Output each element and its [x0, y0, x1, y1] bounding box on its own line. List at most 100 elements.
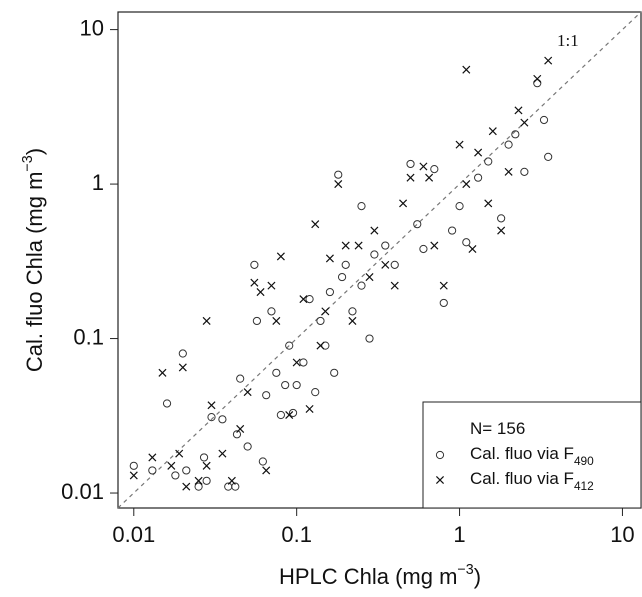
x-tick-label: 0.1 — [281, 522, 312, 547]
point — [311, 220, 320, 229]
point — [484, 199, 493, 208]
point — [357, 202, 366, 211]
point — [305, 404, 314, 414]
point — [348, 307, 357, 316]
annotation: 1:1 — [557, 31, 579, 50]
point — [175, 449, 184, 458]
point — [425, 173, 434, 182]
point — [357, 281, 366, 290]
point — [497, 226, 506, 235]
point — [365, 334, 374, 343]
point — [511, 130, 520, 139]
point — [227, 476, 236, 485]
point — [365, 273, 374, 282]
point — [439, 298, 448, 308]
point — [520, 167, 529, 176]
point — [162, 399, 172, 408]
point — [484, 157, 493, 166]
point — [231, 482, 240, 491]
point — [158, 368, 167, 377]
legend-label: Cal. fluo via F490 — [470, 444, 594, 468]
point — [311, 388, 320, 397]
point — [218, 449, 227, 458]
y-axis-title: Cal. fluo Chla (mg m−3) — [20, 148, 47, 372]
point — [325, 287, 335, 297]
point — [194, 476, 203, 485]
point — [316, 316, 325, 326]
point — [262, 466, 271, 475]
point — [390, 281, 399, 290]
point — [341, 241, 350, 250]
point — [474, 173, 483, 182]
point — [292, 380, 301, 390]
point — [321, 341, 330, 350]
point — [370, 250, 379, 259]
point — [474, 148, 483, 157]
point — [202, 461, 211, 470]
legend-box — [422, 401, 642, 509]
x-tick-label: 10 — [610, 522, 634, 547]
point — [236, 374, 245, 383]
y-tick-label: 10 — [80, 15, 104, 40]
point — [250, 260, 259, 269]
point — [267, 281, 276, 290]
point — [316, 341, 325, 350]
point — [337, 272, 347, 282]
y-tick-label: 1 — [92, 170, 104, 195]
series — [129, 56, 553, 491]
point — [430, 165, 439, 174]
point — [256, 288, 265, 297]
point — [129, 461, 138, 470]
point — [182, 466, 191, 475]
point — [497, 214, 506, 223]
point — [381, 260, 390, 269]
point — [406, 173, 415, 182]
point — [390, 260, 399, 269]
point — [305, 295, 314, 304]
point — [292, 358, 301, 367]
point — [232, 430, 242, 439]
point — [462, 238, 471, 247]
point — [504, 140, 513, 149]
point — [236, 424, 245, 433]
point — [281, 380, 290, 390]
point — [288, 408, 298, 418]
point — [299, 295, 308, 304]
point — [182, 482, 191, 491]
point — [276, 410, 285, 420]
point — [267, 307, 276, 316]
point — [488, 127, 497, 136]
plot-frame — [117, 11, 642, 509]
point — [462, 180, 471, 189]
point — [462, 65, 471, 74]
point — [520, 118, 529, 127]
point — [455, 140, 464, 149]
point — [448, 226, 457, 235]
point — [202, 316, 211, 325]
point — [252, 316, 262, 326]
point — [148, 453, 157, 462]
point — [171, 471, 180, 480]
point — [299, 358, 308, 367]
point — [243, 442, 252, 451]
point — [341, 260, 350, 269]
point — [250, 278, 259, 287]
point — [202, 476, 211, 485]
point — [178, 363, 187, 372]
point — [354, 241, 363, 250]
point — [194, 482, 203, 491]
point — [370, 226, 379, 235]
point — [178, 349, 187, 358]
legend-marker — [435, 475, 445, 485]
point — [272, 316, 281, 325]
point — [243, 388, 252, 397]
point — [129, 471, 138, 480]
point — [330, 368, 339, 377]
y-tick-label: 0.01 — [61, 479, 104, 504]
point — [455, 202, 464, 211]
point — [321, 307, 330, 316]
point — [504, 167, 513, 176]
point — [334, 180, 343, 189]
point — [348, 316, 357, 325]
